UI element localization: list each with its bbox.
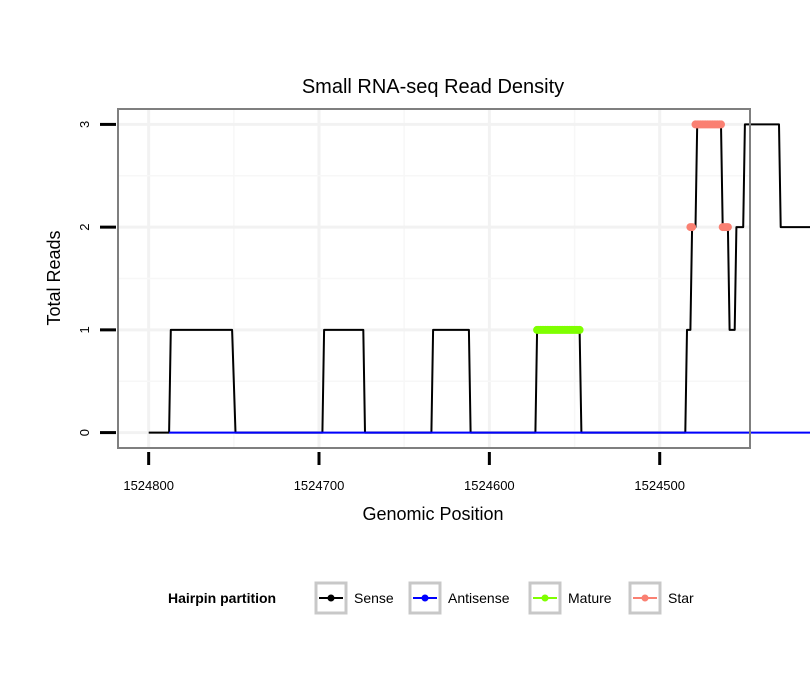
y-tick-label: 0 <box>77 429 92 436</box>
legend-entry-star: Star <box>628 581 694 615</box>
x-tick-label: 1524700 <box>294 478 345 493</box>
legend-label: Star <box>668 590 694 606</box>
legend-entry-sense: Sense <box>314 581 394 615</box>
x-tick-label: 1524600 <box>464 478 515 493</box>
legend-key-point <box>641 594 649 602</box>
plot-panel-border <box>117 108 751 449</box>
legend-entry-antisense: Antisense <box>408 581 510 615</box>
data-series <box>148 120 810 434</box>
legend-label: Mature <box>568 590 612 606</box>
y-axis-label: Total Reads <box>44 230 64 325</box>
x-axis-label: Genomic Position <box>362 504 503 524</box>
legend-label: Sense <box>354 590 394 606</box>
legend-title: Hairpin partition <box>168 590 276 606</box>
chart-title: Small RNA-seq Read Density <box>302 76 564 98</box>
data-point-star <box>688 223 697 232</box>
data-point-mature <box>575 325 584 334</box>
y-tick-label: 1 <box>77 326 92 333</box>
x-axis: 1524800 1524700 1524600 1524500 <box>123 452 685 493</box>
y-tick-label: 3 <box>77 121 92 128</box>
legend-key-point <box>421 594 429 602</box>
legend-entries: Sense Antisense Mature Star <box>314 581 694 615</box>
legend-key-point <box>541 594 549 602</box>
legend: Hairpin partition Sense Antisense Mature St… <box>168 581 694 615</box>
x-tick-label: 1524800 <box>123 478 174 493</box>
legend-entry-mature: Mature <box>528 581 612 615</box>
y-tick-label: 2 <box>77 223 92 230</box>
legend-key-point <box>327 594 335 602</box>
x-tick-label: 1524500 <box>634 478 685 493</box>
y-axis: 0 1 2 3 <box>77 121 116 436</box>
data-point-star <box>717 120 725 129</box>
legend-label: Antisense <box>448 590 510 606</box>
data-point-star <box>723 223 732 232</box>
grid-lines <box>118 109 750 448</box>
